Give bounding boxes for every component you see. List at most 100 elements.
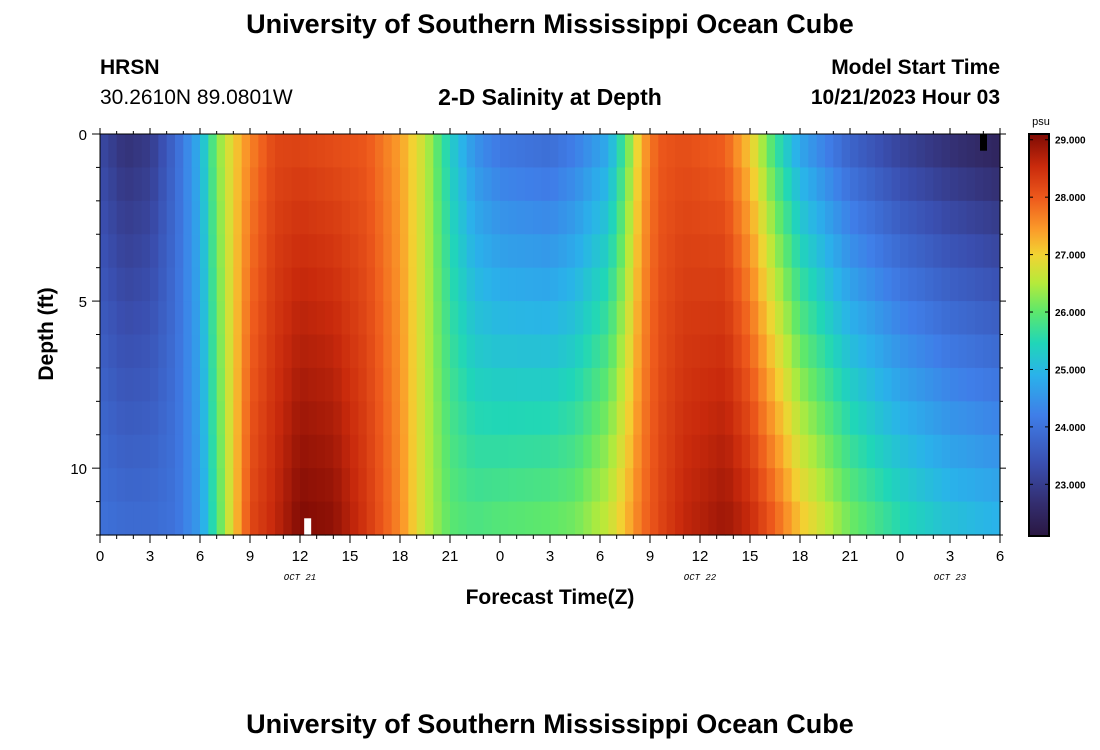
heatmap-cell: [358, 434, 368, 469]
heatmap-cell: [275, 334, 284, 369]
heatmap-cell: [375, 234, 384, 269]
heatmap-cell: [633, 267, 643, 302]
heatmap-cell: [908, 334, 918, 369]
x-tick-label: 9: [246, 548, 254, 565]
heatmap-cell: [658, 234, 668, 269]
heatmap-cell: [991, 468, 1001, 503]
heatmap-cell: [883, 234, 893, 269]
heatmap-cell: [483, 167, 493, 202]
heatmap-cell: [575, 234, 584, 269]
heatmap-cell: [916, 134, 926, 169]
heatmap-cell: [783, 367, 793, 402]
heatmap-cell: [283, 434, 293, 469]
heatmap-cell: [608, 434, 618, 469]
heatmap-cell: [841, 200, 851, 235]
heatmap-cell: [291, 468, 301, 503]
heatmap-cell: [666, 301, 676, 336]
heatmap-cell: [333, 267, 343, 302]
heatmap-cell: [141, 334, 151, 369]
heatmap-cell: [733, 301, 743, 336]
heatmap-cell: [108, 167, 118, 202]
heatmap-cell: [350, 501, 359, 536]
heatmap-cell: [266, 334, 276, 369]
heatmap-cell: [683, 334, 693, 369]
heatmap-cell: [741, 134, 751, 169]
heatmap-cell: [533, 434, 543, 469]
heatmap-cell: [550, 234, 559, 269]
heatmap-cell: [533, 234, 543, 269]
heatmap-cell: [533, 301, 543, 336]
heatmap-cell: [833, 401, 843, 436]
heatmap-cell: [675, 334, 684, 369]
heatmap-cell: [258, 200, 268, 235]
heatmap-cell: [725, 200, 734, 235]
station-id: HRSN: [100, 56, 160, 79]
heatmap-cell: [900, 134, 909, 169]
heatmap-cell: [400, 167, 409, 202]
heatmap-cell: [625, 501, 634, 536]
heatmap-cell: [225, 401, 234, 436]
heatmap-cell: [816, 301, 826, 336]
heatmap-cell: [183, 167, 193, 202]
x-tick-label: 6: [996, 548, 1004, 565]
x-date-label: OCT 21: [284, 573, 316, 583]
heatmap-cell: [950, 401, 959, 436]
heatmap-cell: [683, 468, 693, 503]
heatmap-cell: [341, 134, 351, 169]
heatmap-cell: [808, 468, 818, 503]
heatmap-cell: [650, 134, 659, 169]
heatmap-cell: [675, 301, 684, 336]
heatmap-cell: [391, 267, 401, 302]
heatmap-cell: [133, 134, 143, 169]
heatmap-cell: [316, 267, 326, 302]
heatmap-cell: [508, 200, 518, 235]
heatmap-cell: [291, 301, 301, 336]
heatmap-cell: [350, 167, 359, 202]
heatmap-cell: [175, 334, 184, 369]
heatmap-cell: [891, 234, 901, 269]
heatmap-cell: [158, 501, 168, 536]
heatmap-cell: [691, 401, 701, 436]
heatmap-cell: [908, 267, 918, 302]
heatmap-cell: [491, 167, 501, 202]
heatmap-cell: [866, 167, 876, 202]
heatmap-cell: [425, 468, 434, 503]
heatmap-cell: [466, 267, 476, 302]
heatmap-cell: [400, 134, 409, 169]
heatmap-cell: [825, 234, 834, 269]
heatmap-cell: [550, 267, 559, 302]
heatmap-cell: [716, 167, 726, 202]
heatmap-cell: [183, 468, 193, 503]
heatmap-cell: [408, 334, 418, 369]
heatmap-cells: [100, 134, 1001, 536]
heatmap-cell: [500, 301, 509, 336]
heatmap-cell: [241, 434, 251, 469]
x-tick-label: 6: [596, 548, 604, 565]
heatmap-cell: [958, 167, 968, 202]
heatmap-cell: [408, 301, 418, 336]
heatmap-cell: [450, 468, 459, 503]
heatmap-cell: [283, 167, 293, 202]
heatmap-cell: [266, 468, 276, 503]
heatmap-cell: [900, 501, 909, 536]
heatmap-cell: [691, 200, 701, 235]
heatmap-cell: [533, 468, 543, 503]
heatmap-cell: [400, 501, 409, 536]
heatmap-cell: [483, 301, 493, 336]
heatmap-cell: [708, 134, 718, 169]
heatmap-cell: [250, 200, 259, 235]
heatmap-cell: [100, 501, 109, 536]
x-tick-label: 9: [646, 548, 654, 565]
heatmap-cell: [591, 134, 601, 169]
heatmap-cell: [975, 367, 984, 402]
heatmap-cell: [841, 501, 851, 536]
heatmap-cell: [183, 367, 193, 402]
heatmap-cell: [225, 501, 234, 536]
heatmap-cell: [233, 134, 243, 169]
heatmap-cell: [608, 367, 618, 402]
heatmap-cell: [491, 334, 501, 369]
heatmap-cell: [291, 234, 301, 269]
heatmap-cell: [400, 334, 409, 369]
heatmap-cell: [225, 167, 234, 202]
heatmap-cell: [691, 434, 701, 469]
